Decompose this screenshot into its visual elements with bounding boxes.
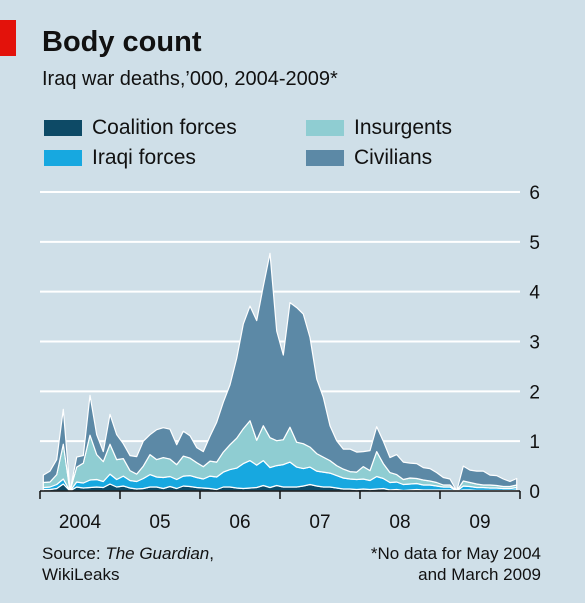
legend-item-civilians: Civilians [306, 146, 432, 170]
footnote-line-1: *No data for May 2004 [370, 544, 541, 563]
x-tick-label-05: 05 [149, 512, 170, 533]
footnote-line-2: and March 2009 [418, 565, 541, 584]
x-tick-label-07: 07 [309, 512, 330, 533]
legend-item-insurgents: Insurgents [306, 116, 452, 140]
y-tick-label-0: 0 [529, 482, 540, 503]
series-area-civilians [42, 252, 518, 492]
source-suffix: , [209, 544, 214, 563]
chart-title: Body count [42, 26, 202, 58]
legend-label-iraqi-forces: Iraqi forces [92, 146, 196, 169]
source-prefix: Source: [42, 544, 106, 563]
x-tick-label-2004: 2004 [59, 512, 102, 533]
red-corner-tag [0, 20, 16, 56]
y-tick-label-4: 4 [529, 283, 540, 304]
y-tick-label-6: 6 [529, 183, 540, 204]
x-tick-label-06: 06 [229, 512, 250, 533]
source-line-2: WikiLeaks [42, 565, 120, 584]
y-tick-label-3: 3 [529, 333, 540, 354]
legend-item-coalition-forces: Coalition forces [44, 116, 237, 140]
source-name: The Guardian [105, 544, 210, 563]
legend-item-iraqi-forces: Iraqi forces [44, 146, 196, 170]
legend-label-civilians: Civilians [354, 146, 433, 169]
y-tick-label-1: 1 [529, 432, 540, 453]
y-tick-label-5: 5 [529, 233, 540, 254]
x-tick-label-08: 08 [389, 512, 410, 533]
legend-swatch-insurgents [306, 120, 344, 136]
legend-swatch-civilians [306, 150, 344, 166]
legend-label-coalition-forces: Coalition forces [92, 116, 237, 139]
source-note: Source: The Guardian, WikiLeaks [42, 543, 214, 585]
y-tick-label-2: 2 [529, 382, 540, 403]
legend-swatch-iraqi-forces [44, 150, 82, 166]
legend-label-insurgents: Insurgents [354, 116, 453, 139]
x-tick-label-09: 09 [469, 512, 490, 533]
legend-swatch-coalition-forces [44, 120, 82, 136]
footnote: *No data for May 2004 and March 2009 [371, 543, 541, 585]
chart-subtitle: Iraq war deaths,’000, 2004-2009* [42, 68, 338, 90]
